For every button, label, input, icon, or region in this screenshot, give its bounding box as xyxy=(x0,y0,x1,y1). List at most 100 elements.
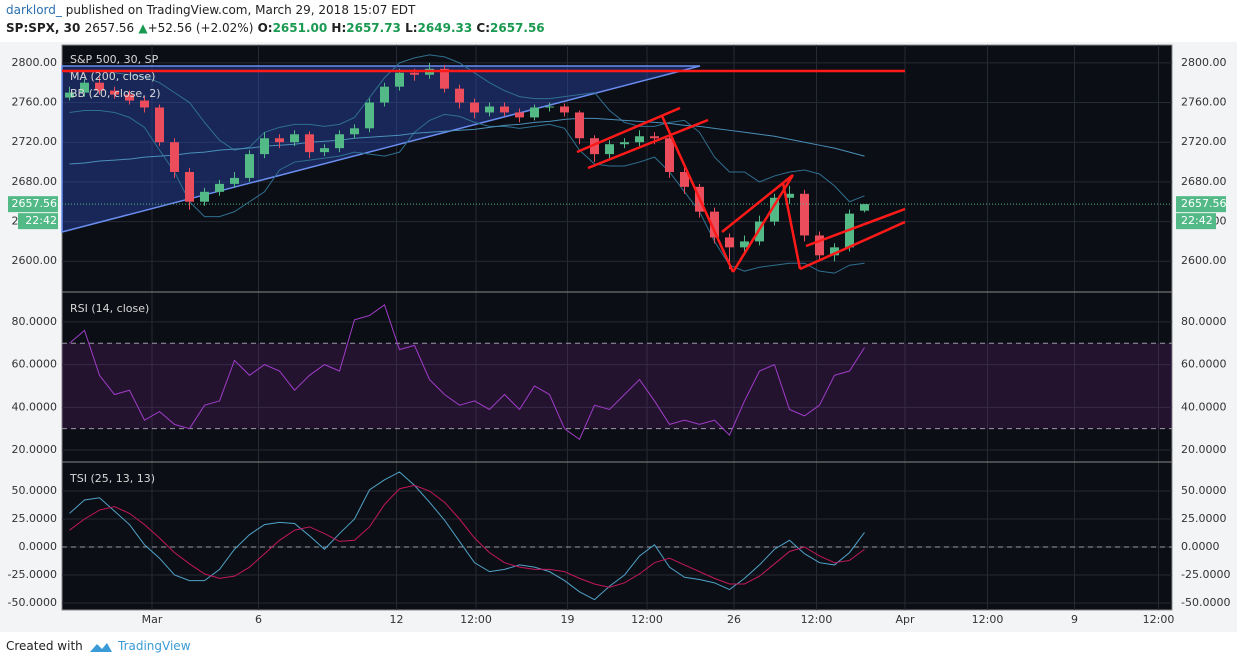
y-tick-label: 2800.00 xyxy=(12,56,58,69)
y-tick-label: 80.0000 xyxy=(1181,315,1227,328)
candle-body xyxy=(515,112,524,118)
brand[interactable]: TradingView xyxy=(118,639,191,653)
candle-body xyxy=(200,191,209,202)
countdown: 22:42 xyxy=(1181,214,1213,227)
candle-body xyxy=(590,138,599,155)
channel-line xyxy=(805,207,906,248)
y-tick-label: 2600.00 xyxy=(1181,254,1227,267)
close: 2657.56 xyxy=(490,21,545,35)
candle-body xyxy=(95,82,104,91)
x-tick-label: 26 xyxy=(727,613,741,626)
candle-body xyxy=(65,92,74,98)
pane-title: S&P 500, 30, SP xyxy=(70,53,159,66)
y-tick-label: 2720.00 xyxy=(12,135,58,148)
candle-body xyxy=(380,86,389,103)
y-tick-label: 60.0000 xyxy=(12,358,58,371)
y-tick-label: -25.0000 xyxy=(1181,568,1230,581)
indicator-line xyxy=(69,484,865,588)
y-tick-label: 2600.00 xyxy=(12,254,58,267)
candle-body xyxy=(350,128,359,135)
indicator-line xyxy=(69,304,865,441)
candle-body xyxy=(785,193,794,198)
candle-body xyxy=(830,247,839,256)
y-tick-label: 2800.00 xyxy=(1181,56,1227,69)
x-tick-label: 12 xyxy=(390,613,404,626)
x-tick-label: 19 xyxy=(561,613,575,626)
high-label: H: xyxy=(331,21,347,35)
created-with: Created with xyxy=(6,639,83,653)
x-tick-label: 12:00 xyxy=(460,613,492,626)
x-tick-label: 12:00 xyxy=(801,613,833,626)
y-tick-label: -50.0000 xyxy=(8,596,57,609)
candle-body xyxy=(725,237,734,248)
author[interactable]: darklord_ xyxy=(6,3,62,17)
last-price-label: 2657.56 xyxy=(12,197,58,210)
candle-body xyxy=(500,106,509,113)
candle-body xyxy=(365,102,374,129)
candle-body xyxy=(155,107,164,143)
candle-body xyxy=(485,106,494,113)
trend-line xyxy=(660,115,735,273)
candle-body xyxy=(575,112,584,139)
x-tick-label: 9 xyxy=(1071,613,1078,626)
countdown-badge xyxy=(18,213,58,230)
pane-title: RSI (14, close) xyxy=(70,302,149,315)
price-badge xyxy=(8,196,58,213)
x-tick-label: Apr xyxy=(895,613,915,626)
y-tick-label: 2680.00 xyxy=(12,175,58,188)
candle-body xyxy=(440,68,449,89)
candle-body xyxy=(215,183,224,192)
y-tick-label: 60.0000 xyxy=(1181,358,1227,371)
ma-line xyxy=(69,117,865,165)
y-tick-label: 2760.00 xyxy=(1181,96,1227,109)
candle-body xyxy=(800,193,809,236)
last-price-label: 2657.56 xyxy=(1181,197,1227,210)
y-tick-label: 25.0000 xyxy=(1181,512,1227,525)
wedge-line xyxy=(731,174,795,273)
y-tick-label: 20.0000 xyxy=(1181,443,1227,456)
bb-upper xyxy=(69,54,865,203)
candle-body xyxy=(140,100,149,108)
open-label: O: xyxy=(257,21,273,35)
countdown-badge xyxy=(1176,213,1216,230)
candle-body xyxy=(665,138,674,172)
y-tick-label: 40.0000 xyxy=(1181,400,1227,413)
price: 2657.56 xyxy=(84,21,135,35)
candle-body xyxy=(740,241,749,248)
low-label: L: xyxy=(405,21,418,35)
candle-body xyxy=(305,134,314,153)
candle-body xyxy=(620,142,629,145)
candle-body xyxy=(260,138,269,155)
logo-shape xyxy=(90,643,112,652)
x-tick-label: 6 xyxy=(255,613,262,626)
high: 2657.73 xyxy=(346,21,401,35)
y-tick-label: 40.0000 xyxy=(12,400,58,413)
close-label: C: xyxy=(476,21,490,35)
x-tick-label: Mar xyxy=(142,613,163,626)
candle-body xyxy=(125,94,134,101)
countdown: 22:42 xyxy=(25,214,57,227)
candle-body xyxy=(860,204,869,211)
header-line: darklord_ published on TradingView.com, … xyxy=(6,3,415,17)
bb-lower xyxy=(69,109,865,274)
candle-body xyxy=(290,134,299,143)
up-arrow: ▲ xyxy=(138,21,148,35)
channel-line xyxy=(799,220,906,271)
candle-body xyxy=(680,171,689,187)
candle-body xyxy=(530,107,539,118)
candle-body xyxy=(275,138,284,143)
x-tick-label: 12:00 xyxy=(631,613,663,626)
y-tick-label: 50.0000 xyxy=(12,484,58,497)
channel-line xyxy=(587,118,709,170)
open: 2651.00 xyxy=(272,21,328,35)
y-tick-label: 0.0000 xyxy=(1181,540,1220,553)
symbol: SP:SPX, 30 xyxy=(6,21,81,35)
candle-body xyxy=(470,102,479,113)
price-badge xyxy=(1176,196,1226,213)
pane-title: TSI (25, 13, 13) xyxy=(69,472,155,485)
low: 2649.33 xyxy=(417,21,473,35)
legend-entry: BB (20, close, 2) xyxy=(70,87,161,100)
y-tick-label: 2760.00 xyxy=(12,96,58,109)
candle-body xyxy=(650,136,659,139)
y-tick-label: 80.0000 xyxy=(12,315,58,328)
